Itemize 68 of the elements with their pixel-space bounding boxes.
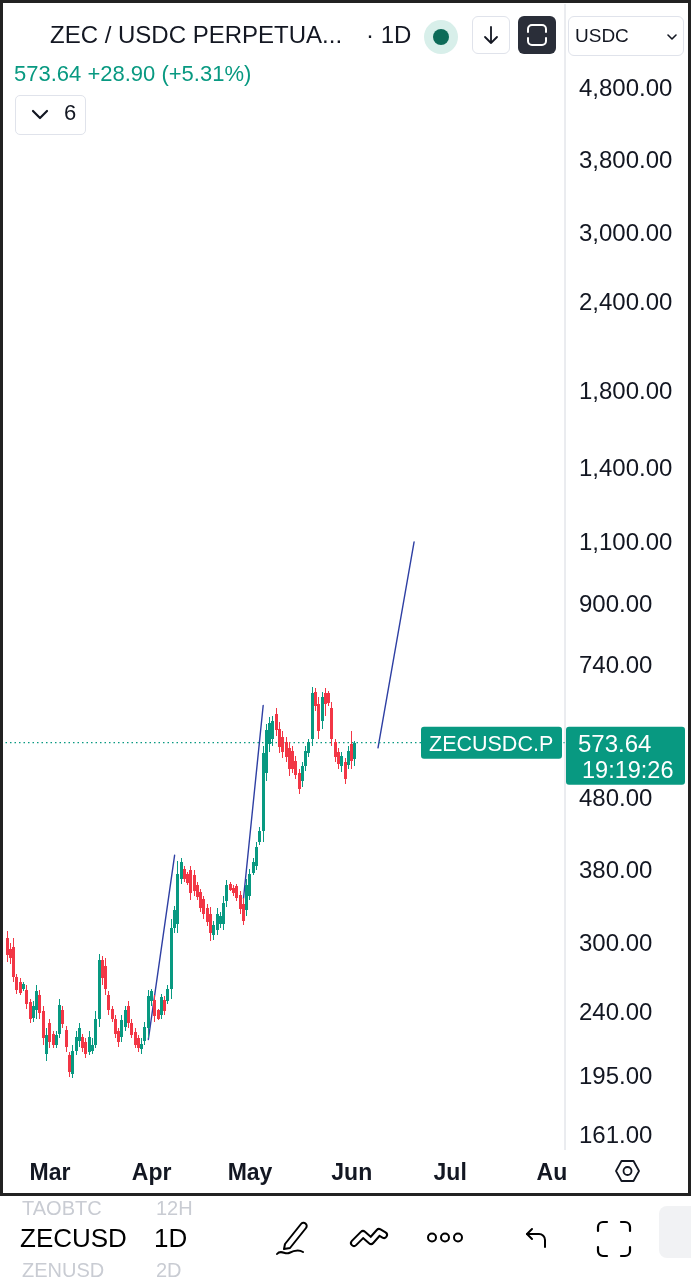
candlestick — [160, 993, 163, 1020]
candlestick — [340, 751, 343, 773]
y-tick-label: 1,400.00 — [579, 454, 673, 482]
candlestick — [19, 977, 22, 996]
y-tick-label: 3,800.00 — [579, 146, 673, 174]
candlestick — [183, 865, 186, 883]
x-tick-label: Au — [536, 1159, 568, 1186]
y-tick-label: 161.00 — [579, 1120, 653, 1148]
text: 1D — [154, 1223, 188, 1253]
x-tick-label: Apr — [131, 1159, 172, 1186]
candlestick — [71, 1044, 74, 1080]
candlestick — [216, 907, 219, 937]
candlestick — [258, 825, 261, 847]
candlestick — [321, 690, 324, 730]
candlestick — [209, 905, 212, 943]
x-tick-label: Jun — [331, 1159, 373, 1186]
candlestick — [153, 994, 156, 1023]
candlestick — [107, 990, 110, 1016]
candlestick — [84, 1037, 87, 1060]
text: 573.64 — [578, 729, 652, 757]
text: ZECUSD — [20, 1223, 127, 1253]
candlestick — [88, 1030, 91, 1057]
candlestick — [35, 984, 38, 1020]
ref-line-label: ZECUSDC.P — [429, 731, 554, 756]
candlestick — [347, 744, 350, 770]
y-tick-label: 480.00 — [579, 784, 653, 812]
annotation: · 1D — [366, 21, 412, 48]
y-tick-label: 1,800.00 — [579, 376, 673, 404]
annotation: 6 — [64, 100, 77, 125]
candlestick — [61, 1005, 64, 1030]
candlestick — [81, 1033, 84, 1054]
y-tick-label: 2,400.00 — [579, 288, 673, 315]
y-tick-label: 1,100.00 — [579, 528, 673, 556]
candlestick — [189, 864, 192, 901]
x-tick-label: May — [227, 1159, 273, 1186]
text: 19:19:26 — [582, 756, 674, 783]
candlestick — [288, 741, 291, 778]
y-tick-label: 3,000.00 — [579, 219, 673, 247]
candlestick — [324, 687, 327, 717]
y-tick-label: 195.00 — [579, 1061, 653, 1089]
y-tick-label: 740.00 — [579, 650, 653, 678]
text: 573.64 +28.90 (+5.31%) — [14, 61, 252, 86]
y-tick-label: 900.00 — [579, 590, 653, 618]
candlestick — [350, 730, 353, 770]
text: ZEC / USDC PERPETUA... — [50, 21, 343, 48]
candlestick — [6, 930, 9, 963]
candlestick — [232, 884, 235, 897]
y-tick-label: 380.00 — [579, 856, 653, 884]
candlestick — [255, 840, 258, 872]
candlestick — [291, 744, 294, 775]
candlestick — [65, 1024, 68, 1054]
text: USDC — [575, 25, 629, 46]
candlestick — [134, 1027, 137, 1049]
candlestick — [22, 981, 25, 993]
candlestick — [166, 984, 169, 1005]
candlestick — [344, 757, 347, 785]
x-tick-label: Mar — [29, 1159, 71, 1186]
candlestick — [120, 1014, 123, 1043]
y-tick-label: 300.00 — [579, 928, 653, 956]
candlestick — [163, 995, 166, 1016]
y-tick-label: 4,800.00 — [579, 74, 673, 102]
candlestick — [48, 1018, 51, 1049]
candlestick — [193, 869, 196, 897]
candlestick — [104, 957, 107, 996]
candlestick — [68, 1051, 71, 1078]
y-tick-label: 240.00 — [579, 997, 653, 1025]
candlestick — [45, 1027, 48, 1063]
x-tick-label: Jul — [433, 1159, 467, 1186]
